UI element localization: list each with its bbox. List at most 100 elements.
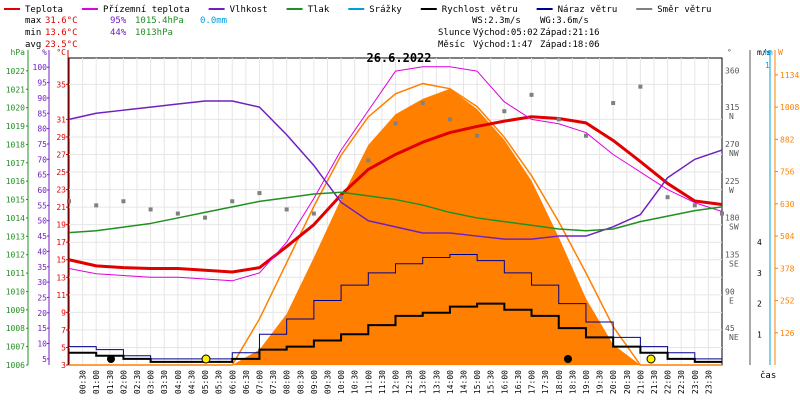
direction-compass-label: NE <box>729 333 739 342</box>
x-tick-label: 17:30 <box>541 370 550 394</box>
hpa-axis-tick-label: 1018 <box>6 140 25 149</box>
direction-point <box>311 211 316 216</box>
x-tick-label: 03:00 <box>147 370 156 394</box>
solar-tick-label: 378 <box>780 264 795 273</box>
x-tick-label: 08:30 <box>296 370 305 394</box>
x-tick-label: 23:30 <box>704 370 713 394</box>
percent-axis-tick-label: 25 <box>37 293 47 302</box>
series-pressure <box>68 191 723 234</box>
series-wind <box>69 302 722 363</box>
percent-axis-tick-label: 75 <box>37 140 47 149</box>
legend-label: Vlhkost <box>230 5 268 15</box>
wind-tick-label: 4 <box>757 238 762 247</box>
rain-axis-label: mm <box>763 48 773 57</box>
series-temp <box>68 115 723 274</box>
direction-point <box>284 207 289 212</box>
hpa-axis-label: hPa <box>11 48 26 57</box>
x-tick-label: 21:00 <box>636 370 645 394</box>
x-tick-label: 06:30 <box>242 370 251 394</box>
sun-set: Západ:21:16 <box>540 28 600 38</box>
x-tick-label: 15:30 <box>487 370 496 394</box>
x-tick-label: 04:00 <box>174 370 183 394</box>
percent-axis-tick-label: 30 <box>37 278 47 287</box>
wind-direction-points <box>67 84 724 220</box>
x-tick-label: 20:00 <box>609 370 618 394</box>
direction-point <box>257 191 262 196</box>
x-tick-label: 13:30 <box>432 370 441 394</box>
hpa-axis-tick-label: 1019 <box>6 122 25 131</box>
x-tick-label: 19:30 <box>596 370 605 394</box>
direction-point <box>175 211 180 216</box>
x-tick-label: 11:30 <box>378 370 387 394</box>
percent-axis-tick-label: 80 <box>37 125 47 134</box>
axes: 00:30 01:00 01:30 02:00 02:30 03:00 03:30 04:00… <box>6 48 800 394</box>
x-tick-label: 20:30 <box>623 370 632 394</box>
wind-axis-label: m/s <box>757 48 772 57</box>
x-tick-label: 16:00 <box>500 370 509 394</box>
hpa-axis-tick-label: 1013 <box>6 232 25 241</box>
sun-label: Slunce <box>438 28 471 38</box>
x-tick-label: 17:00 <box>528 370 537 394</box>
stats-avg-temp: 23.5°C <box>45 40 78 50</box>
celsius-axis-tick-label: 29 <box>56 133 66 142</box>
x-tick-label: 10:00 <box>337 370 346 394</box>
percent-axis-tick-label: 10 <box>37 340 47 349</box>
percent-axis-tick-label: 5 <box>42 355 47 364</box>
legend-label: Srážky <box>369 5 402 15</box>
wind-gust-max: WG:3.6m/s <box>540 16 589 26</box>
celsius-axis-tick-label: 11 <box>56 291 66 300</box>
direction-tick-label: 315 <box>725 103 740 112</box>
legend-label: Teplota <box>25 5 63 15</box>
percent-axis-tick-label: 90 <box>37 94 47 103</box>
celsius-axis-tick-label: 13 <box>56 273 66 282</box>
percent-axis-label: % <box>42 48 47 57</box>
direction-point <box>230 199 235 204</box>
x-tick-label: 23:00 <box>691 370 700 394</box>
legend-label: Směr větru <box>657 5 711 15</box>
wind-tick-label: 2 <box>757 300 762 309</box>
sunrise-marker <box>201 354 211 364</box>
x-tick-label: 14:30 <box>460 370 469 394</box>
x-tick-label: 02:00 <box>119 370 128 394</box>
hpa-axis-tick-label: 1014 <box>6 214 25 223</box>
direction-point <box>611 101 616 106</box>
hpa-axis-tick-label: 1008 <box>6 324 25 333</box>
solar-tick-label: 126 <box>780 329 795 338</box>
x-tick-label: 09:30 <box>323 370 332 394</box>
celsius-axis-tick-label: 7 <box>61 326 66 335</box>
x-tick-label: 18:00 <box>555 370 564 394</box>
direction-point <box>148 207 153 212</box>
stats-avg-label: avg <box>25 40 41 50</box>
legend-label: Přízemní teplota <box>103 5 190 15</box>
x-tick-label: 02:30 <box>133 370 142 394</box>
x-tick-label: 09:00 <box>310 370 319 394</box>
x-tick-label: 00:30 <box>79 370 88 394</box>
moon-set: Západ:18:06 <box>540 40 600 50</box>
direction-point <box>502 109 507 114</box>
solar-tick-label: 252 <box>780 297 795 306</box>
stats-max-temp: 31.6°C <box>45 16 78 26</box>
stats-min-label: min <box>25 28 41 38</box>
direction-point <box>692 203 697 208</box>
celsius-axis-tick-label: 19 <box>56 221 66 230</box>
hpa-axis-tick-label: 1011 <box>6 269 25 278</box>
direction-point <box>583 133 588 138</box>
legend-label: Tlak <box>308 5 330 15</box>
stats-min-temp: 13.6°C <box>45 28 78 38</box>
direction-compass-label: SW <box>729 223 739 232</box>
x-tick-label: 22:00 <box>664 370 673 394</box>
stats-max-label: max <box>25 16 42 26</box>
direction-point <box>339 195 344 200</box>
direction-point <box>720 211 724 216</box>
sun-moon-markers <box>107 354 656 364</box>
hpa-axis-tick-label: 1020 <box>6 104 25 113</box>
percent-axis-tick-label: 70 <box>37 155 47 164</box>
moon-rise: Východ:1:47 <box>473 40 533 50</box>
stats-min-hum: 44% <box>110 28 127 38</box>
info-block: WS:2.3m/s WG:3.6m/s Slunce Východ:05:02 … <box>438 16 600 50</box>
solar-tick-label: 882 <box>780 135 795 144</box>
celsius-axis-label: °C <box>56 48 66 57</box>
hpa-axis-tick-label: 1006 <box>6 361 25 370</box>
percent-axis-tick-label: 35 <box>37 263 47 272</box>
celsius-axis-tick-label: 23 <box>56 186 66 195</box>
